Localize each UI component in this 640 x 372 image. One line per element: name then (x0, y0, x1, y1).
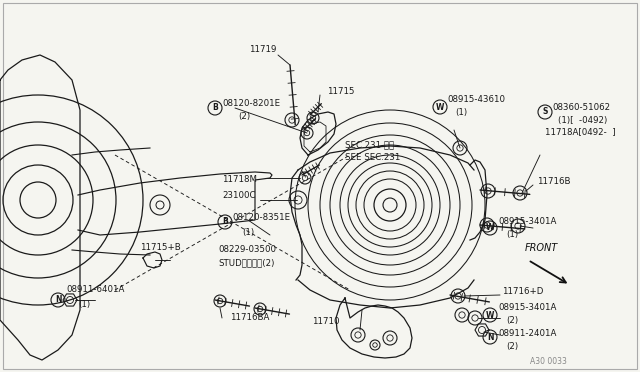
Text: B: B (212, 103, 218, 112)
Text: SEE SEC.231: SEE SEC.231 (345, 154, 401, 163)
Text: W: W (486, 224, 494, 232)
Text: 11716+D: 11716+D (502, 286, 543, 295)
Text: 08120-8351E: 08120-8351E (232, 214, 290, 222)
Text: 11718M: 11718M (222, 176, 257, 185)
Text: (2): (2) (506, 317, 518, 326)
Text: STUDスタッド(2): STUDスタッド(2) (218, 259, 275, 267)
Text: 11710: 11710 (312, 317, 340, 327)
Text: A30 0033: A30 0033 (530, 357, 567, 366)
Text: W: W (486, 311, 494, 320)
Text: 08915-43610: 08915-43610 (447, 96, 505, 105)
Text: 08120-8201E: 08120-8201E (222, 99, 280, 108)
Text: 11715+B: 11715+B (140, 244, 180, 253)
Text: 08915-3401A: 08915-3401A (498, 304, 556, 312)
Text: 08911-2401A: 08911-2401A (498, 330, 556, 339)
Text: 11718A[0492-  ]: 11718A[0492- ] (545, 128, 616, 137)
Text: SEC.231 参照: SEC.231 参照 (345, 141, 394, 150)
Text: (1): (1) (242, 228, 254, 237)
Text: W: W (436, 103, 444, 112)
Text: 08229-03500: 08229-03500 (218, 246, 276, 254)
Text: (2): (2) (506, 343, 518, 352)
Text: 08911-6401A: 08911-6401A (66, 285, 124, 295)
Text: 08915-3401A: 08915-3401A (498, 218, 556, 227)
Text: (1): (1) (455, 109, 467, 118)
Text: N: N (487, 333, 493, 341)
Text: S: S (542, 108, 548, 116)
Text: B: B (222, 218, 228, 227)
Text: (2): (2) (238, 112, 250, 121)
Text: FRONT: FRONT (525, 243, 558, 253)
Text: 11716B: 11716B (537, 177, 570, 186)
Text: 08360-51062: 08360-51062 (552, 103, 610, 112)
Text: 11715: 11715 (327, 87, 355, 96)
Text: 11716BA: 11716BA (230, 314, 269, 323)
Text: (1): (1) (78, 299, 90, 308)
Text: (1): (1) (506, 231, 518, 240)
Text: N: N (55, 295, 61, 305)
Text: 11719: 11719 (248, 45, 276, 55)
Text: (1)[  -0492): (1)[ -0492) (558, 115, 607, 125)
Text: 23100C: 23100C (223, 192, 256, 201)
